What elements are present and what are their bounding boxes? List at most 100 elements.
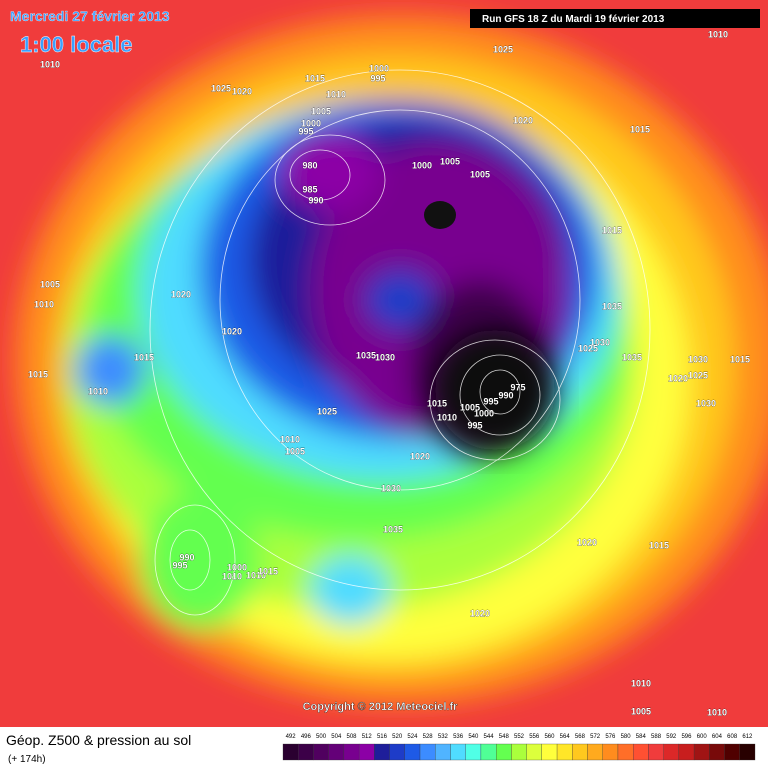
scale-label: 600 bbox=[697, 734, 708, 740]
pressure-label: 1035 bbox=[383, 524, 403, 534]
color-swatch bbox=[526, 743, 542, 761]
pressure-label: 980 bbox=[302, 160, 317, 170]
color-swatch bbox=[480, 743, 497, 761]
pressure-label: 1000 bbox=[412, 160, 432, 170]
scale-label: 584 bbox=[636, 734, 647, 740]
pressure-label: 1030 bbox=[381, 483, 401, 493]
pressure-label: 1030 bbox=[688, 354, 708, 364]
scale-label: 536 bbox=[453, 734, 464, 740]
pressure-label: 995 bbox=[467, 420, 482, 430]
pressure-label: 990 bbox=[308, 195, 323, 205]
pressure-label: 1010 bbox=[326, 89, 346, 99]
pressure-label: 1020 bbox=[410, 451, 430, 461]
color-swatch bbox=[602, 743, 619, 761]
pressure-label: 985 bbox=[302, 184, 317, 194]
pressure-label: 1035 bbox=[356, 350, 376, 360]
scale-label: 516 bbox=[377, 734, 388, 740]
lead-time: (+ 174h) bbox=[8, 754, 46, 765]
color-swatch bbox=[587, 743, 603, 761]
scale-label: 560 bbox=[544, 734, 555, 740]
pressure-label: 1015 bbox=[427, 398, 447, 408]
pressure-label: 1005 bbox=[631, 706, 651, 716]
scale-label: 612 bbox=[742, 734, 753, 740]
scale-label: 604 bbox=[712, 734, 723, 740]
pressure-label: 1030 bbox=[375, 352, 395, 362]
color-swatch bbox=[572, 743, 588, 761]
pressure-label: 1030 bbox=[696, 398, 716, 408]
pressure-label: 1030 bbox=[590, 337, 610, 347]
scale-label: 572 bbox=[590, 734, 601, 740]
pressure-label: 1000 bbox=[474, 408, 494, 418]
color-swatch bbox=[282, 743, 299, 761]
scale-label: 556 bbox=[529, 734, 540, 740]
color-swatch bbox=[511, 743, 527, 761]
scale-label: 532 bbox=[438, 734, 449, 740]
pressure-label: 1005 bbox=[470, 169, 490, 179]
scale-label: 552 bbox=[514, 734, 525, 740]
pressure-label: 1010 bbox=[707, 707, 727, 717]
pressure-label: 1010 bbox=[708, 29, 728, 39]
legend-title: Géop. Z500 & pression au sol bbox=[6, 732, 191, 748]
pressure-label: 1015 bbox=[649, 540, 669, 550]
pressure-label: 1015 bbox=[305, 73, 325, 83]
pressure-label: 1015 bbox=[258, 566, 278, 576]
scale-label: 508 bbox=[347, 734, 358, 740]
pressure-label: 1020 bbox=[513, 115, 533, 125]
color-swatch bbox=[298, 743, 314, 761]
scale-label: 512 bbox=[362, 734, 373, 740]
color-swatch bbox=[328, 743, 345, 761]
scale-label: 504 bbox=[331, 734, 342, 740]
pressure-label: 1015 bbox=[730, 354, 750, 364]
color-swatch bbox=[724, 743, 740, 761]
pressure-label: 1010 bbox=[280, 434, 300, 444]
pressure-label: 1005 bbox=[440, 156, 460, 166]
pressure-label: 1015 bbox=[630, 124, 650, 134]
pressure-label: 990 bbox=[498, 390, 513, 400]
scale-label: 520 bbox=[392, 734, 403, 740]
color-swatch bbox=[404, 743, 421, 761]
pressure-label: 1005 bbox=[311, 106, 331, 116]
pressure-label: 1020 bbox=[222, 326, 242, 336]
scale-label: 528 bbox=[423, 734, 434, 740]
scale-label: 580 bbox=[621, 734, 632, 740]
scale-label: 592 bbox=[666, 734, 677, 740]
scale-label: 548 bbox=[499, 734, 510, 740]
color-swatch bbox=[374, 743, 390, 761]
scale-label: 596 bbox=[681, 734, 692, 740]
scale-label: 544 bbox=[484, 734, 495, 740]
scale-label: 576 bbox=[605, 734, 616, 740]
pressure-label: 1020 bbox=[577, 537, 597, 547]
color-swatch bbox=[419, 743, 436, 761]
run-info: Run GFS 18 Z du Mardi 19 février 2013 bbox=[482, 14, 665, 25]
pressure-label: 1000 bbox=[227, 562, 247, 572]
color-swatch bbox=[739, 743, 756, 761]
pressure-label: 1015 bbox=[134, 352, 154, 362]
pressure-label: 990 bbox=[179, 552, 194, 562]
color-swatch bbox=[633, 743, 649, 761]
pressure-label: 1005 bbox=[285, 446, 305, 456]
scale-label: 588 bbox=[651, 734, 662, 740]
color-swatch bbox=[389, 743, 405, 761]
color-swatch bbox=[709, 743, 725, 761]
forecast-date: Mercredi 27 février 2013 bbox=[10, 8, 170, 24]
scale-label: 568 bbox=[575, 734, 586, 740]
color-swatch bbox=[541, 743, 558, 761]
pressure-label: 1005 bbox=[40, 279, 60, 289]
pressure-label: 1010 bbox=[34, 299, 54, 309]
color-swatch bbox=[678, 743, 695, 761]
scale-label: 608 bbox=[727, 734, 738, 740]
color-swatch bbox=[693, 743, 710, 761]
pressure-label: 1010 bbox=[40, 59, 60, 69]
pressure-label: 1025 bbox=[317, 406, 337, 416]
run-box bbox=[470, 9, 760, 28]
scale-label: 500 bbox=[316, 734, 327, 740]
pressure-label: 995 bbox=[370, 73, 385, 83]
pressure-label: 1020 bbox=[171, 289, 191, 299]
height-field bbox=[0, 0, 768, 727]
scale-label: 496 bbox=[301, 734, 312, 740]
color-swatch bbox=[496, 743, 512, 761]
pressure-label: 1020 bbox=[470, 608, 490, 618]
pressure-label: 1010 bbox=[88, 386, 108, 396]
